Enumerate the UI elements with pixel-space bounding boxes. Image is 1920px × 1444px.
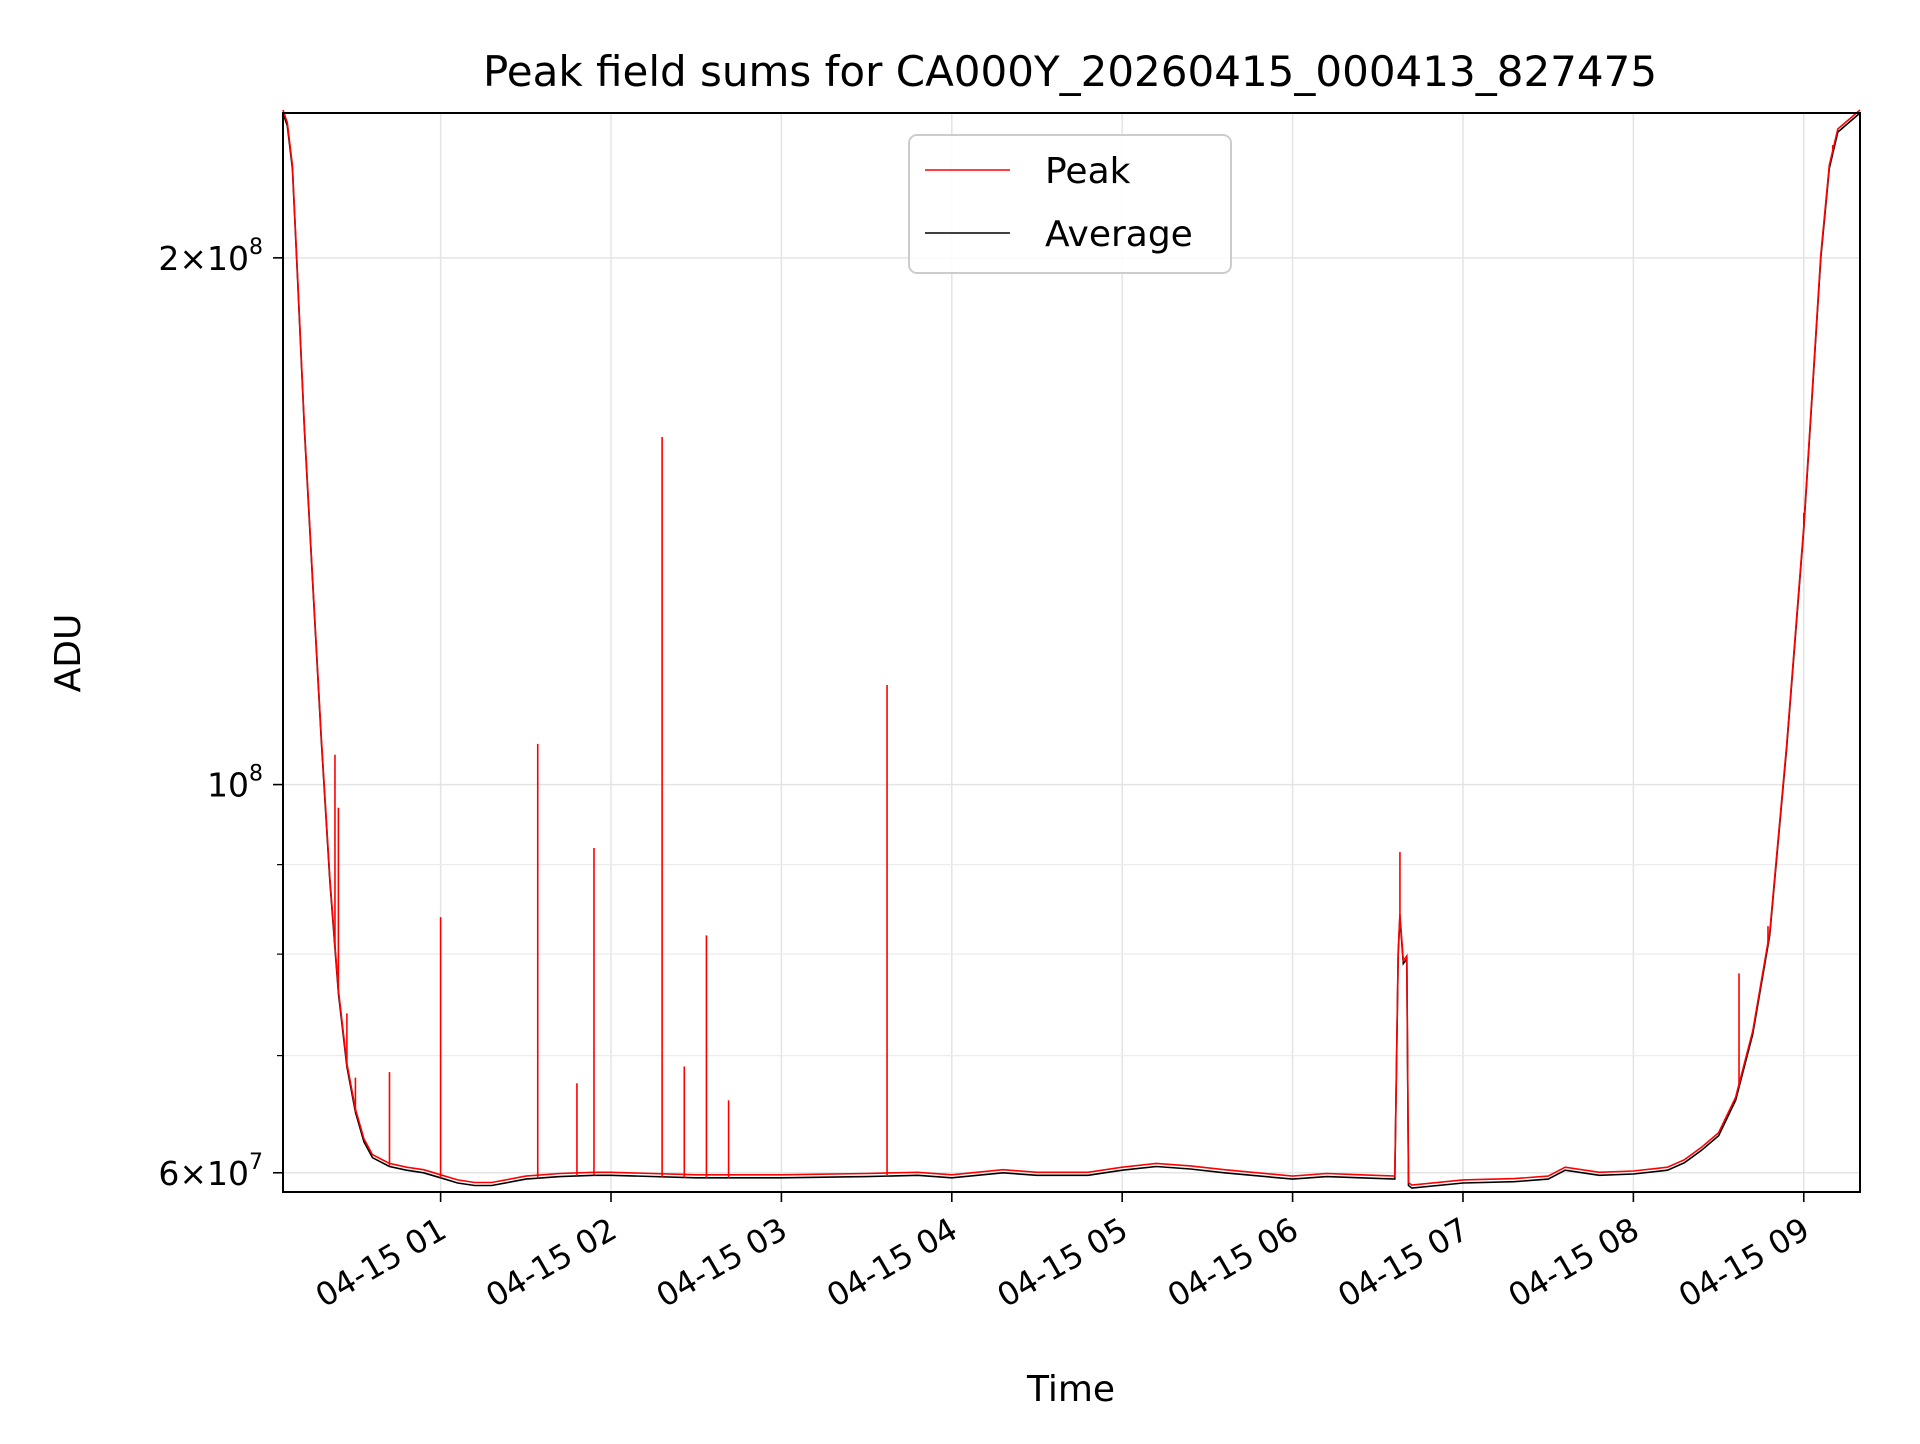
series-peak xyxy=(282,109,1861,1186)
y-tick-label: 2×108 xyxy=(158,235,263,278)
y-axis-label: ADU xyxy=(48,614,89,693)
y-tick-label-exponent: 8 xyxy=(249,762,263,787)
plot-frame xyxy=(282,112,1861,1193)
y-tick-label-exponent: 8 xyxy=(249,235,263,260)
y-tick-label-base: 10 xyxy=(207,766,249,805)
y-tick-label-base: 2×10 xyxy=(158,239,249,278)
series-average xyxy=(282,112,1861,1189)
y-tick-label-exponent: 7 xyxy=(249,1150,263,1175)
peak-line xyxy=(282,109,1861,1186)
legend-peak-label: Peak xyxy=(1045,151,1131,192)
legend-average-label: Average xyxy=(1045,214,1193,255)
y-tick-label: 108 xyxy=(207,762,263,805)
chart-title: Peak field sums for CA000Y_20260415_0004… xyxy=(483,47,1657,96)
y-tick-label: 6×107 xyxy=(158,1150,263,1193)
x-axis-label: Time xyxy=(1026,1369,1115,1410)
y-tick-label-base: 6×10 xyxy=(158,1154,249,1193)
average-line xyxy=(282,112,1861,1189)
legend: Peak Average xyxy=(908,134,1232,274)
